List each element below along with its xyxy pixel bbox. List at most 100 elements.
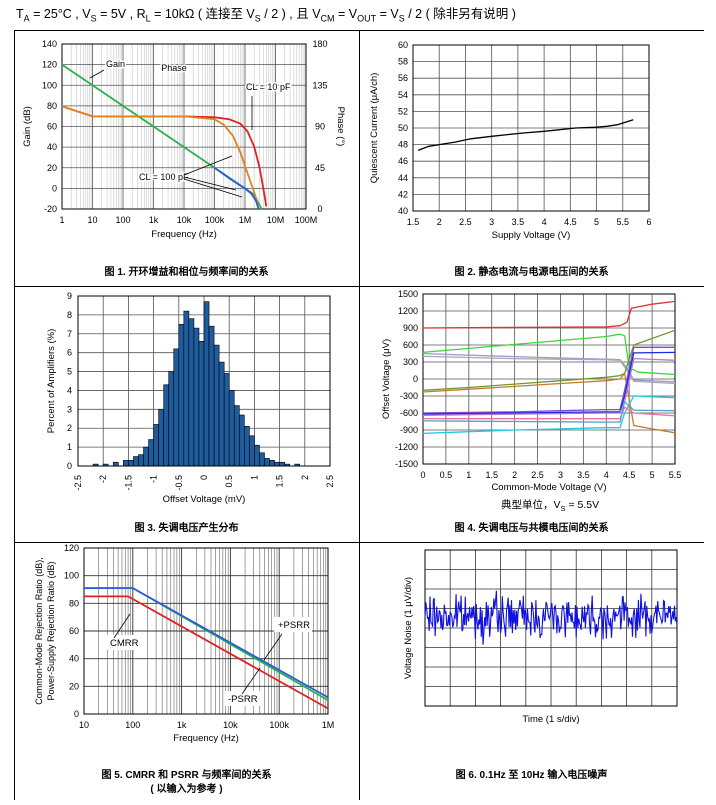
figure-cell [14,30,360,287]
y-tick-label: 20 [47,163,57,173]
x-tick-label: -2.5 [73,475,83,491]
y-axis-label: Offset Voltage (μV) [381,339,392,419]
histogram-bar [233,405,240,467]
y-tick-label: 60 [69,626,79,636]
annotation-background [106,635,138,650]
y-axis-label: Quiescent Current (μA/ch) [369,73,380,184]
histogram-bar [213,344,220,467]
chart-quiescent-current: 1.5 2 2.5 3 3.5 4 4.5 5 5.5 6 40 42 44 46 48 50 52 54 56 58… [369,40,652,278]
figure-caption: 图 5. CMRR 和 PSRR 与频率间的关系 [101,768,271,781]
x-tick-label: 1.5 [485,470,498,480]
annotation-psrr-minus: -PSRR [228,694,258,705]
y2-axis-label: Phase (°) [335,107,346,147]
x-tick-label: 0 [420,470,425,480]
histogram-bar [123,460,129,467]
histogram-bar [259,452,265,467]
histogram-bar [244,426,250,467]
x-tick-label: 1 [466,470,471,480]
y-axis-label: Voltage Noise (1 μV/div) [403,577,414,679]
y-tick-label: 140 [42,39,57,49]
figure-caption: 图 4. 失调电压与共模电压间的关系 [455,521,609,534]
x-tick-label: 0 [199,475,209,480]
y-tick-label: 80 [47,101,57,111]
y-tick-label: -300 [400,391,418,401]
y-tick-label: 60 [398,40,408,50]
x-tick-label: 3 [558,470,563,480]
histogram-bar [148,439,154,467]
figure-cell [359,30,704,287]
header-subscript: S [398,13,405,24]
x-tick-label: 1M [322,720,335,730]
header-text: = 10kΩ ( 连接至 V [150,7,255,21]
plot-frame [77,295,331,467]
y2-tick-label: 135 [312,80,327,90]
header-text: T [16,7,24,21]
y-tick-label: 0 [52,183,57,193]
histogram-bar [203,301,210,467]
x-axis-label: Common-Mode Voltage (V) [491,482,606,493]
chart-offset-distribution: 0 1 2 3 4 5 6 7 8 9 -2.5 -2 -1.5 -1 -0.5 0 0.5 1 1.5 2 2.5 Of… [46,291,335,534]
annotation-arrow [113,613,131,639]
histogram-bar [223,373,230,467]
series-line [422,300,676,329]
header-text: / 2 ( 除非另有说明 ) [404,7,516,21]
series-line [417,119,634,152]
x-tick-label: 100 [125,720,140,730]
x-tick-label: 1.5 [275,475,285,488]
y-tick-label: 100 [42,80,57,90]
x-tick-label: 10 [79,720,89,730]
x-tick-label: -0.5 [174,475,184,491]
figure-grid: 1 10 100 1k 10k 100k 1M 10M 100M-200204060801001… [14,30,704,800]
y-tick-label: 1 [67,442,72,452]
histogram-bar [153,424,159,467]
histogram-bar [193,327,200,467]
y-tick-label: 5 [67,367,72,377]
histogram-bar [163,384,170,467]
y-tick-label: -20 [44,204,57,214]
annotation-arrow [241,667,261,695]
x-tick-label: 1M [239,215,252,225]
figure-caption-2: ( 以输入为参考 ) [150,782,222,795]
x-tick-label: 4.5 [623,470,636,480]
histogram-bar [264,458,270,467]
x-axis-label: Supply Voltage (V) [492,230,571,241]
y2-tick-label: 90 [315,122,325,132]
y-tick-label: 2 [67,423,72,433]
y-tick-label: 9 [67,291,72,301]
x-tick-label: 4 [604,470,609,480]
x-tick-label: 10k [177,215,192,225]
x-tick-label: 3 [489,217,494,227]
y-tick-label: -1200 [395,442,418,452]
chart-offset-vs-cm: 0 0.5 1 1.5 2 2.5 3 3.5 4 4.5 5 5.5 -1500 -1200 -900 -6… [381,289,681,534]
y-tick-label: 3 [67,404,72,414]
header-text: = V [334,7,358,21]
x-tick-label: 3.5 [577,470,590,480]
x-tick-label: 100k [269,720,289,730]
y2-tick-label: 180 [312,39,327,49]
y-axis-label: Common-Mode Rejection Ratio (dB), [34,557,44,705]
y-tick-label: 0 [413,374,418,384]
y-tick-label: 52 [398,106,408,116]
series-line [84,595,329,710]
series-line [213,167,260,210]
x-tick-label: 2 [437,217,442,227]
y-tick-label: 50 [398,123,408,133]
header-subscript: S [254,13,261,24]
y2-tick-label: 0 [317,204,322,214]
annotation-arrow [183,178,243,198]
x-tick-label: 100k [205,215,225,225]
y-tick-label: 60 [47,122,57,132]
series-line [422,400,676,423]
x-tick-label: 5 [650,470,655,480]
x-tick-label: 2.5 [459,217,472,227]
annotation-cmrr: CMRR [110,638,139,649]
y2-tick-label: 45 [315,163,325,173]
annotation-arrow [89,69,105,79]
annotation-psrr-plus: +PSRR [278,620,310,631]
histogram-bar [133,456,139,467]
y-tick-label: 300 [403,357,418,367]
annotation-background [224,691,262,706]
plot-frame [412,44,650,212]
y-tick-label: 120 [64,543,79,553]
x-tick-label: 5.5 [669,470,682,480]
